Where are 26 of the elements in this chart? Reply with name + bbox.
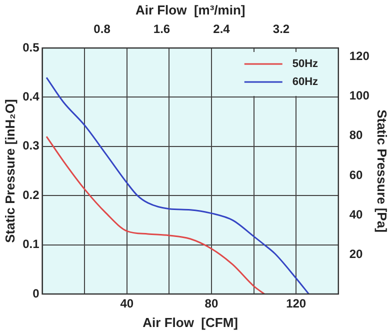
y2-tick-label: 20 <box>349 246 364 261</box>
x2-tick-label: 3.2 <box>272 22 290 36</box>
y2-tick-label: 40 <box>349 207 364 222</box>
y-tick-label: 0 <box>32 286 40 300</box>
x-axis-title: Air Flow [CFM] <box>142 314 238 330</box>
legend-label: 50Hz <box>292 58 319 70</box>
y-tick-label: 0.4 <box>22 90 40 104</box>
y2-tick-label: 80 <box>349 128 364 142</box>
legend-label: 60Hz <box>292 76 319 88</box>
y-tick-label: 0.3 <box>22 138 40 153</box>
x-tick-label: 40 <box>120 296 134 311</box>
y-tick-label: 0.5 <box>22 40 40 54</box>
y2-tick-label: 60 <box>349 168 364 182</box>
x2-tick-label: 1.6 <box>153 22 170 36</box>
y-axis-title: Static Pressure [inH₂O] <box>2 99 18 243</box>
y-tick-label: 0.1 <box>22 237 40 252</box>
y2-tick-label: 120 <box>349 49 370 64</box>
x-tick-label: 120 <box>286 296 306 311</box>
y-tick-label: 0.2 <box>22 188 40 202</box>
y2-axis-title: Static Pressure [Pa] <box>374 110 390 232</box>
x-tick-label: 80 <box>204 296 218 311</box>
x2-tick-label: 2.4 <box>213 22 230 36</box>
x2-tick-label: 0.8 <box>94 22 111 36</box>
y2-tick-label: 100 <box>349 88 370 103</box>
x2-axis-title: Air Flow [m³/min] <box>135 2 246 18</box>
line-series <box>46 136 266 294</box>
